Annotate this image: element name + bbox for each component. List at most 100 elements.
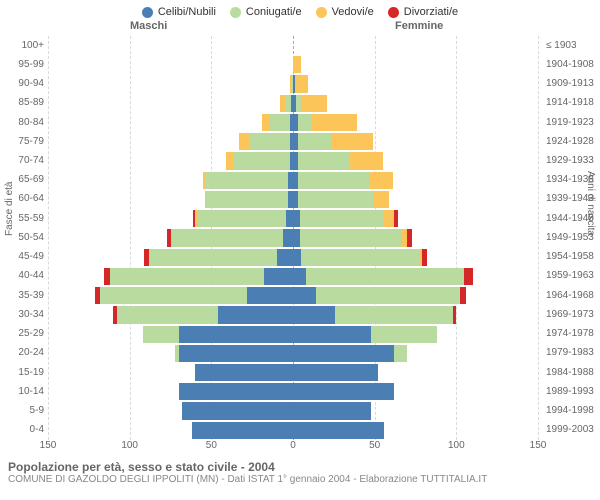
bar-segment: [149, 249, 276, 266]
bar-segment: [182, 402, 293, 419]
females-title: Femmine: [395, 20, 443, 32]
bar-segment: [206, 172, 288, 189]
x-tick-label: 100: [448, 440, 465, 451]
bar-segment: [373, 191, 389, 208]
y-right-label: 1959-1963: [546, 271, 600, 281]
y-left-label: 35-39: [0, 291, 44, 301]
x-tick-label: 50: [369, 440, 380, 451]
bar-segment: [195, 364, 293, 381]
bar-segment: [247, 287, 293, 304]
y-right-label: 1984-1988: [546, 368, 600, 378]
legend-item: Coniugati/e: [230, 6, 302, 18]
bar-segment: [206, 191, 288, 208]
y-right-label: 1924-1928: [546, 137, 600, 147]
pyramid-row: [48, 422, 538, 439]
x-tick-label: 150: [530, 440, 547, 451]
pyramid-row: [48, 229, 538, 246]
bar-segment: [298, 133, 331, 150]
y-right-label: 1989-1993: [546, 387, 600, 397]
legend: Celibi/Nubili Coniugati/e Vedovi/e Divor…: [0, 0, 600, 20]
y-right-label: 1909-1913: [546, 79, 600, 89]
bar-segment: [117, 306, 218, 323]
pyramid-row: [48, 268, 538, 285]
bar-segment: [179, 326, 293, 343]
bar-segment: [350, 152, 383, 169]
bar-segment: [301, 249, 419, 266]
y-right-label: 1914-1918: [546, 98, 600, 108]
y-left-label: 65-69: [0, 175, 44, 185]
y-right-label: 1934-1938: [546, 175, 600, 185]
bar-segment: [197, 210, 287, 227]
bar-segment: [464, 268, 472, 285]
bar-segment: [370, 172, 393, 189]
pyramid-row: [48, 114, 538, 131]
y-left-label: 30-34: [0, 310, 44, 320]
x-tick-label: 100: [121, 440, 138, 451]
legend-item: Celibi/Nubili: [142, 6, 216, 18]
legend-item: Divorziati/e: [388, 6, 458, 18]
legend-dot-icon: [388, 7, 399, 18]
bar-segment: [453, 306, 456, 323]
bar-segment: [300, 210, 385, 227]
bar-segment: [371, 326, 436, 343]
bar-segment: [335, 306, 453, 323]
y-left-label: 25-29: [0, 329, 44, 339]
pyramid-row: [48, 75, 538, 92]
bar-segment: [249, 133, 290, 150]
y-right-label: 1979-1983: [546, 348, 600, 358]
y-axis-right: ≤ 19031904-19081909-19131914-19181919-19…: [542, 36, 600, 440]
bar-segment: [179, 345, 293, 362]
bar-segment: [293, 249, 301, 266]
bar-segment: [293, 306, 335, 323]
y-left-label: 70-74: [0, 156, 44, 166]
y-left-label: 55-59: [0, 214, 44, 224]
pyramid-row: [48, 249, 538, 266]
y-right-label: ≤ 1903: [546, 41, 600, 51]
legend-dot-icon: [316, 7, 327, 18]
bar-segment: [270, 114, 290, 131]
bar-segment: [298, 114, 311, 131]
bar-segment: [460, 287, 467, 304]
bar-segment: [407, 229, 412, 246]
pyramid-row: [48, 402, 538, 419]
legend-dot-icon: [230, 7, 241, 18]
bar-segment: [172, 229, 283, 246]
x-axis: 15010050050100150: [48, 440, 538, 456]
y-right-label: 1949-1953: [546, 233, 600, 243]
column-titles: Maschi Femmine: [0, 20, 600, 36]
bar-segment: [293, 287, 316, 304]
bar-segment: [301, 95, 327, 112]
bar-segment: [264, 268, 293, 285]
pyramid-row: [48, 191, 538, 208]
y-left-label: 75-79: [0, 137, 44, 147]
y-left-label: 50-54: [0, 233, 44, 243]
bar-segment: [298, 191, 373, 208]
x-tick-label: 50: [206, 440, 217, 451]
legend-label: Celibi/Nubili: [158, 6, 216, 18]
bar-segment: [233, 152, 290, 169]
y-right-label: 1944-1948: [546, 214, 600, 224]
caption: Popolazione per età, sesso e stato civil…: [0, 456, 600, 485]
y-axis-left: 100+95-9990-9485-8980-8475-7970-7465-696…: [0, 36, 44, 440]
bar-segment: [300, 229, 401, 246]
pyramid-row: [48, 152, 538, 169]
bar-segment: [143, 326, 179, 343]
bar-segment: [179, 383, 293, 400]
bar-segment: [110, 268, 264, 285]
y-right-label: 1929-1933: [546, 156, 600, 166]
y-right-label: 1999-2003: [546, 425, 600, 435]
y-left-label: 80-84: [0, 118, 44, 128]
bar-segment: [298, 152, 350, 169]
y-right-label: 1939-1943: [546, 194, 600, 204]
bar-segment: [394, 210, 397, 227]
bar-segment: [277, 249, 293, 266]
population-pyramid-chart: Celibi/Nubili Coniugati/e Vedovi/e Divor…: [0, 0, 600, 500]
bar-segment: [422, 249, 427, 266]
bar-segment: [293, 345, 394, 362]
bar-segment: [293, 402, 371, 419]
bars-container: [48, 36, 538, 440]
bar-segment: [394, 345, 407, 362]
bar-segment: [192, 422, 293, 439]
y-left-label: 10-14: [0, 387, 44, 397]
pyramid-row: [48, 210, 538, 227]
